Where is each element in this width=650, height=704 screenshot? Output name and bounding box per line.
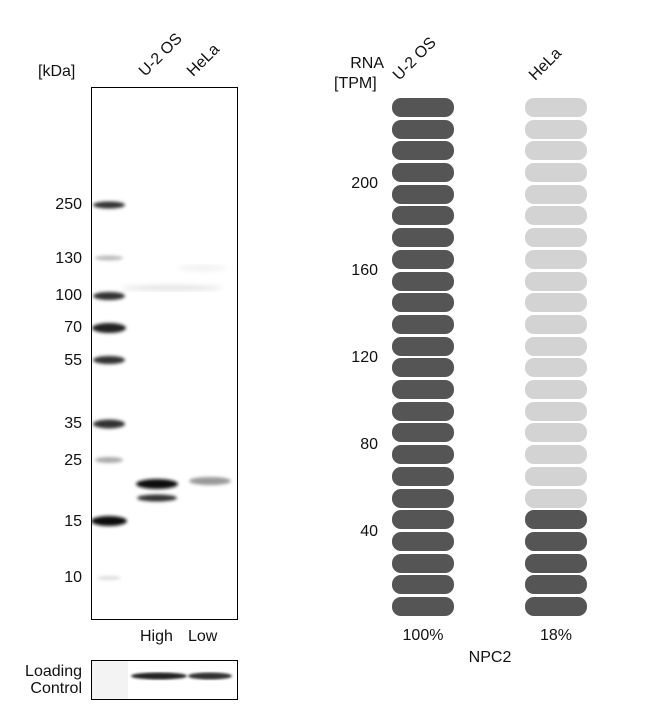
rna-axis-title-line2: [TPM] xyxy=(334,75,377,92)
rna-bar-segment xyxy=(525,228,587,248)
marker-label: 15 xyxy=(64,513,82,530)
rna-bar-segment xyxy=(392,228,454,248)
marker-label: 250 xyxy=(55,196,82,213)
rna-bar-segment xyxy=(392,531,454,551)
rna-bar-segment xyxy=(392,336,454,356)
rna-bar-segment xyxy=(392,206,454,226)
rna-bar-segment xyxy=(525,336,587,356)
rna-bar-segment xyxy=(392,380,454,399)
rna-bar-segment xyxy=(525,466,587,486)
rna-bar-segment xyxy=(525,249,587,269)
rna-bar-segment xyxy=(525,510,587,530)
lane-level-low: Low xyxy=(188,628,218,645)
rna-bar-segment xyxy=(525,206,587,226)
rna-bar-segment xyxy=(392,510,454,530)
rna-bar-column-u2os xyxy=(392,96,454,616)
rna-tick-label: 200 xyxy=(351,175,378,192)
rna-bar-segment xyxy=(525,184,587,204)
rna-bar-segment xyxy=(392,163,454,182)
rna-bar-segment xyxy=(392,271,454,291)
rna-bar-column-hela xyxy=(525,96,587,616)
rna-bar-segment xyxy=(392,358,454,378)
blot-lane-label-u2os: U-2 OS xyxy=(135,30,186,80)
rna-bar-segment xyxy=(525,163,587,182)
rna-bar-segment xyxy=(392,401,454,421)
marker-label: 10 xyxy=(64,569,82,586)
rna-bar-segment xyxy=(392,184,454,204)
rna-bar-segment xyxy=(525,575,587,595)
rna-tick-label: 80 xyxy=(360,436,378,453)
loading-control-label-line1: Loading xyxy=(25,663,82,680)
rna-bar-segment xyxy=(392,141,454,161)
rna-bar-segment xyxy=(392,597,454,616)
loading-control-label-line2: Control xyxy=(30,680,82,697)
rna-bar-segment xyxy=(525,141,587,161)
rna-bar-segment xyxy=(525,553,587,573)
rna-bar-segment xyxy=(392,314,454,334)
marker-label: 35 xyxy=(64,415,82,432)
marker-label: 100 xyxy=(55,287,82,304)
rna-bar-segment xyxy=(525,271,587,291)
rna-bar-segment xyxy=(525,401,587,421)
marker-label: 55 xyxy=(64,352,82,369)
rna-bar-segment xyxy=(392,466,454,486)
rna-bar-segment xyxy=(392,119,454,139)
rna-bar-segment xyxy=(525,293,587,313)
rna-bar-segment xyxy=(392,575,454,595)
rna-tick-label: 40 xyxy=(360,523,378,540)
marker-label: 25 xyxy=(64,452,82,469)
marker-label: 130 xyxy=(55,250,82,267)
rna-tick-label: 160 xyxy=(351,262,378,279)
rna-bar-segment xyxy=(525,97,587,117)
rna-bar-segment xyxy=(392,293,454,313)
rna-bar-segment xyxy=(392,488,454,508)
lane-level-high: High xyxy=(140,628,173,645)
rna-percent-u2os: 100% xyxy=(402,627,444,644)
rna-bar-segment xyxy=(392,249,454,269)
rna-bar-segment xyxy=(525,531,587,551)
rna-bar-segment xyxy=(525,380,587,399)
rna-bar-segment xyxy=(392,553,454,573)
rna-bar-segment xyxy=(525,119,587,139)
western-blot-image xyxy=(91,87,238,620)
blot-lane-label-hela: HeLa xyxy=(183,40,224,80)
loading-control-bands xyxy=(92,661,232,699)
rna-bar-segment xyxy=(525,445,587,465)
rna-column-label-u2os: U-2 OS xyxy=(389,34,440,84)
rna-bar-segment xyxy=(525,358,587,378)
marker-label: 70 xyxy=(64,319,82,336)
kda-label: [kDa] xyxy=(38,63,76,80)
rna-bar-segment xyxy=(525,314,587,334)
loading-control-image xyxy=(91,660,238,700)
rna-percent-hela: 18% xyxy=(539,627,573,644)
rna-axis-title-line1: RNA xyxy=(350,55,384,72)
rna-bar-segment xyxy=(525,488,587,508)
rna-bar-segment xyxy=(525,597,587,616)
rna-bar-segment xyxy=(525,423,587,443)
rna-bar-segment xyxy=(392,423,454,443)
gene-name: NPC2 xyxy=(468,649,512,666)
rna-column-label-hela: HeLa xyxy=(525,44,566,84)
rna-bar-segment xyxy=(392,97,454,117)
rna-tick-label: 120 xyxy=(351,349,378,366)
rna-bar-segment xyxy=(392,445,454,465)
blot-bands xyxy=(91,201,231,580)
